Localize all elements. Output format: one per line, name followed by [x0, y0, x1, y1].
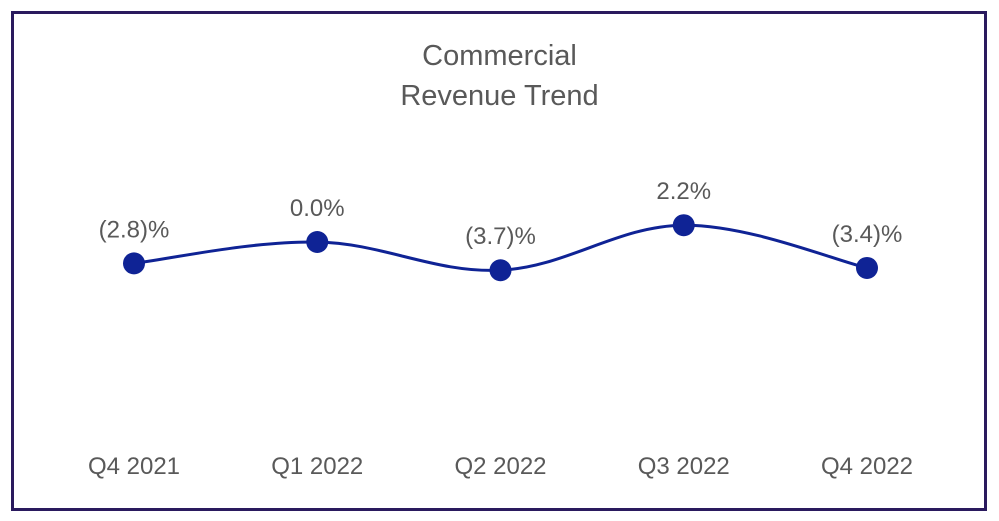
chart-title-line-1: Commercial	[422, 40, 577, 72]
x-tick-label-4: Q3 2022	[638, 453, 730, 480]
x-tick-label-3: Q2 2022	[454, 453, 546, 480]
data-point-3	[489, 259, 512, 282]
data-point-5	[856, 256, 878, 279]
chart-title-line-2: Revenue Trend	[400, 80, 599, 112]
data-point-4	[672, 214, 695, 237]
data-label-3: (3.7)%	[465, 223, 536, 250]
x-tick-label-5: Q4 2022	[821, 453, 913, 480]
chart-title: Commercial Revenue Trend	[0, 36, 999, 116]
data-label-2: 0.0%	[290, 195, 345, 222]
x-tick-label-1: Q4 2021	[88, 453, 180, 480]
data-point-2	[306, 231, 329, 253]
data-label-1: (2.8)%	[99, 216, 170, 243]
data-point-1	[123, 252, 145, 275]
data-label-4: 2.2%	[656, 178, 711, 205]
x-tick-label-2: Q1 2022	[271, 453, 363, 480]
data-label-5: (3.4)%	[832, 221, 903, 248]
